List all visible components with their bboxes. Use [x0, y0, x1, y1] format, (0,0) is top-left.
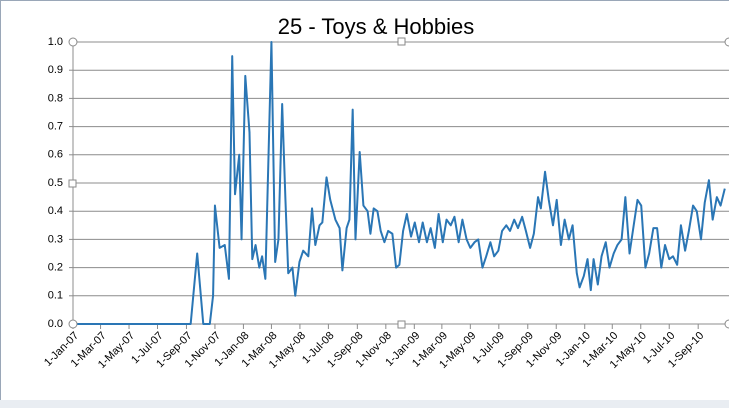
y-tick-label: 0.9: [48, 64, 63, 76]
selection-handles: [68, 37, 729, 329]
handle: [68, 319, 78, 329]
y-tick-label: 0.4: [48, 205, 63, 217]
handle: [397, 37, 406, 46]
handle: [68, 37, 78, 47]
y-tick-label: 0.0: [48, 318, 63, 330]
y-tick-label: 1.0: [48, 36, 63, 48]
data-line: [73, 41, 726, 325]
y-tick-label: 0.3: [48, 233, 63, 245]
handle: [397, 320, 406, 329]
y-tick-label: 0.1: [48, 290, 63, 302]
y-tick-label: 0.7: [48, 121, 63, 133]
y-tick-label: 0.6: [48, 149, 63, 161]
handle: [724, 37, 729, 47]
handle: [68, 179, 77, 188]
y-tick-label: 0.2: [48, 262, 63, 274]
y-tick-label: 0.8: [48, 92, 63, 104]
window-edge: [0, 400, 729, 408]
plot: [73, 41, 726, 325]
handle: [724, 319, 729, 329]
y-tick-label: 0.5: [48, 177, 63, 189]
chart-title: 25 - Toys & Hobbies: [278, 14, 474, 39]
